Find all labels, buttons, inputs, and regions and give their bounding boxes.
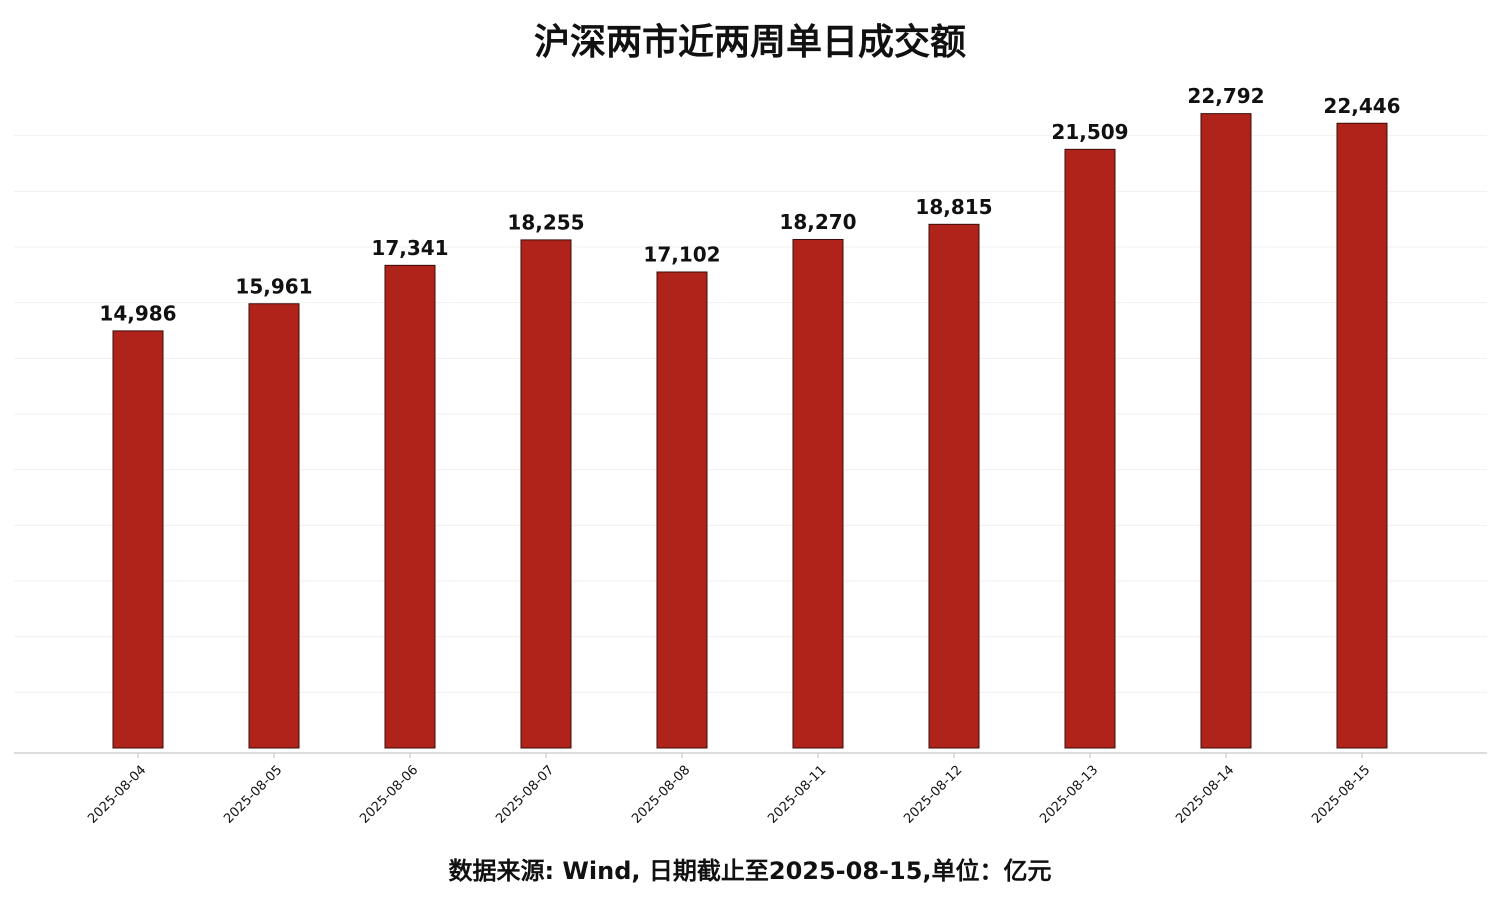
value-label: 15,961 (235, 274, 312, 298)
bar (520, 239, 572, 749)
value-label: 21,509 (1051, 120, 1128, 144)
x-tick-label: 2025-08-13 (1037, 763, 1101, 827)
x-tick-label: 2025-08-15 (1309, 763, 1373, 827)
bar (1064, 148, 1116, 749)
value-label: 18,815 (915, 195, 992, 219)
bar (656, 271, 708, 749)
value-label: 17,341 (371, 236, 448, 260)
bar (384, 264, 436, 749)
x-tick-label: 2025-08-14 (1173, 763, 1237, 827)
value-label: 18,270 (779, 210, 856, 234)
x-tick-label: 2025-08-04 (85, 763, 149, 827)
x-tick-label: 2025-08-07 (493, 763, 557, 827)
value-label: 14,986 (99, 301, 176, 325)
x-tick-label: 2025-08-11 (765, 763, 829, 827)
x-tick-label: 2025-08-05 (221, 763, 285, 827)
bar (1200, 113, 1252, 749)
bar (1336, 122, 1388, 749)
value-label: 22,446 (1323, 94, 1400, 118)
x-tick-label: 2025-08-08 (629, 763, 693, 827)
chart-title: 沪深两市近两周单日成交额 (534, 21, 966, 63)
bar (248, 303, 300, 749)
value-label: 22,792 (1187, 84, 1264, 108)
x-tick-label: 2025-08-12 (901, 763, 965, 827)
footnote: 数据来源: Wind, 日期截止至2025-08-15,单位：亿元 (448, 857, 1051, 885)
bar (928, 223, 980, 749)
bar (112, 330, 164, 749)
value-label: 18,255 (507, 210, 584, 234)
x-tick-label: 2025-08-06 (357, 763, 421, 827)
bar (792, 238, 844, 749)
value-label: 17,102 (643, 242, 720, 266)
